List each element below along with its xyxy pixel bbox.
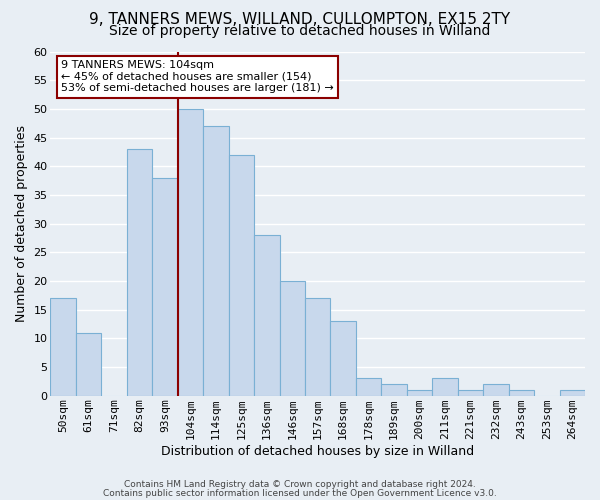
Bar xyxy=(254,235,280,396)
Bar xyxy=(229,155,254,396)
Text: Contains HM Land Registry data © Crown copyright and database right 2024.: Contains HM Land Registry data © Crown c… xyxy=(124,480,476,489)
Bar xyxy=(50,298,76,396)
Text: 9, TANNERS MEWS, WILLAND, CULLOMPTON, EX15 2TY: 9, TANNERS MEWS, WILLAND, CULLOMPTON, EX… xyxy=(89,12,511,28)
Bar xyxy=(305,298,331,396)
Bar xyxy=(458,390,483,396)
Text: 9 TANNERS MEWS: 104sqm
← 45% of detached houses are smaller (154)
53% of semi-de: 9 TANNERS MEWS: 104sqm ← 45% of detached… xyxy=(61,60,334,94)
Bar xyxy=(407,390,432,396)
Bar xyxy=(178,109,203,396)
Bar xyxy=(152,178,178,396)
Bar xyxy=(509,390,534,396)
Bar xyxy=(331,321,356,396)
Bar xyxy=(432,378,458,396)
Bar xyxy=(560,390,585,396)
Bar xyxy=(356,378,382,396)
Bar xyxy=(203,126,229,396)
Bar xyxy=(127,149,152,396)
Text: Contains public sector information licensed under the Open Government Licence v3: Contains public sector information licen… xyxy=(103,488,497,498)
Bar xyxy=(483,384,509,396)
Bar xyxy=(280,281,305,396)
Y-axis label: Number of detached properties: Number of detached properties xyxy=(15,125,28,322)
Text: Size of property relative to detached houses in Willand: Size of property relative to detached ho… xyxy=(109,24,491,38)
X-axis label: Distribution of detached houses by size in Willand: Distribution of detached houses by size … xyxy=(161,444,474,458)
Bar xyxy=(382,384,407,396)
Bar xyxy=(76,332,101,396)
